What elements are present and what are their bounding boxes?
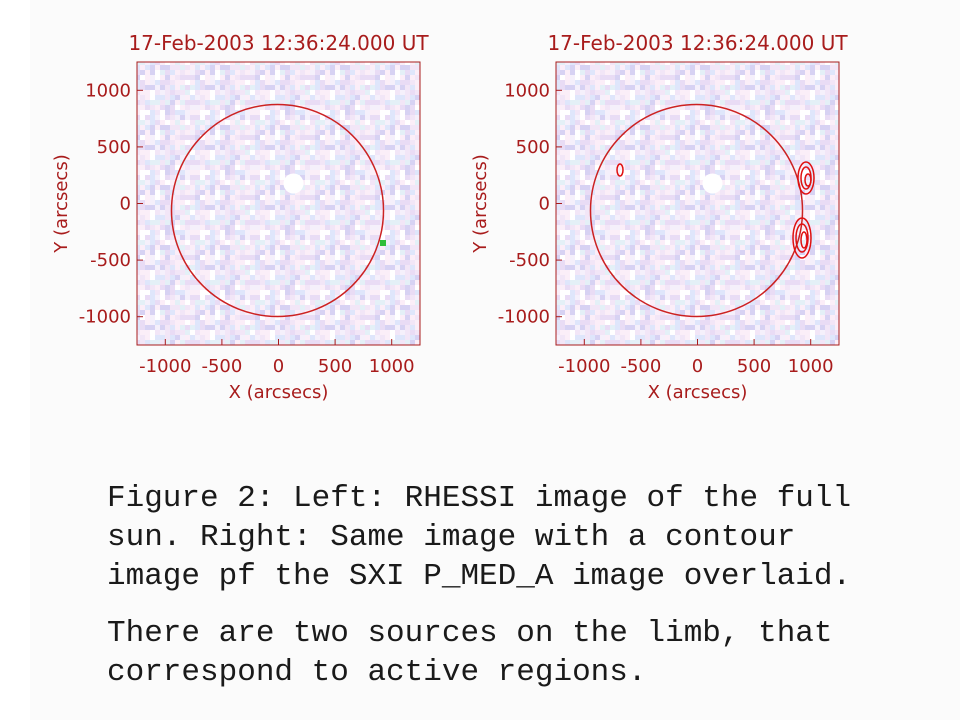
image-area — [136, 61, 421, 346]
caption-line: Figure 2: Left: RHESSI image of the full — [107, 481, 851, 516]
caption-line: sun. Right: Same image with a contour — [107, 520, 795, 555]
caption-line: image pf the SXI P_MED_A image overlaid. — [107, 559, 851, 594]
sxi-contour — [800, 231, 808, 249]
y-tick-label: -1000 — [498, 307, 550, 328]
y-tick-label: -1000 — [79, 307, 131, 328]
solar-limb — [589, 103, 804, 318]
x-tick-label: 0 — [273, 356, 284, 377]
y-tick-label: 500 — [516, 137, 550, 158]
sxi-contour — [804, 173, 812, 187]
center-glow — [702, 173, 723, 194]
sxi-contour — [792, 217, 812, 259]
x-tick-label: -1000 — [139, 356, 191, 377]
x-tick-label: -500 — [620, 356, 661, 377]
y-tick-label: 0 — [120, 194, 131, 215]
sxi-contour — [616, 163, 624, 177]
x-tick-label: -1000 — [558, 356, 610, 377]
sxi-contour — [797, 161, 815, 195]
x-axis-label: X (arcsecs) — [229, 382, 329, 403]
x-axis-label: X (arcsecs) — [648, 382, 748, 403]
y-axis-label: Y (arcsecs) — [51, 154, 72, 253]
x-tick-label: 0 — [692, 356, 703, 377]
x-tick-label: 500 — [318, 356, 352, 377]
x-tick-label: 500 — [737, 356, 771, 377]
y-tick-label: 500 — [97, 137, 131, 158]
solar-limb — [170, 103, 385, 318]
y-tick-label: -500 — [90, 250, 131, 271]
sxi-contour — [795, 223, 809, 253]
caption-line: There are two sources on the limb, that — [107, 616, 833, 651]
y-axis-label: Y (arcsecs) — [470, 154, 491, 253]
panel-title: 17-Feb-2003 12:36:24.000 UT — [547, 31, 848, 55]
y-tick-label: -500 — [509, 250, 550, 271]
y-tick-label: 1000 — [85, 80, 131, 101]
y-tick-label: 0 — [539, 194, 550, 215]
x-tick-label: 1000 — [369, 356, 415, 377]
x-tick-label: -500 — [201, 356, 242, 377]
hot-pixel — [380, 240, 386, 246]
x-tick-label: 1000 — [788, 356, 834, 377]
y-tick-label: 1000 — [504, 80, 550, 101]
panel-title: 17-Feb-2003 12:36:24.000 UT — [128, 31, 429, 55]
center-glow — [283, 173, 304, 194]
caption-line: correspond to active regions. — [107, 655, 647, 690]
